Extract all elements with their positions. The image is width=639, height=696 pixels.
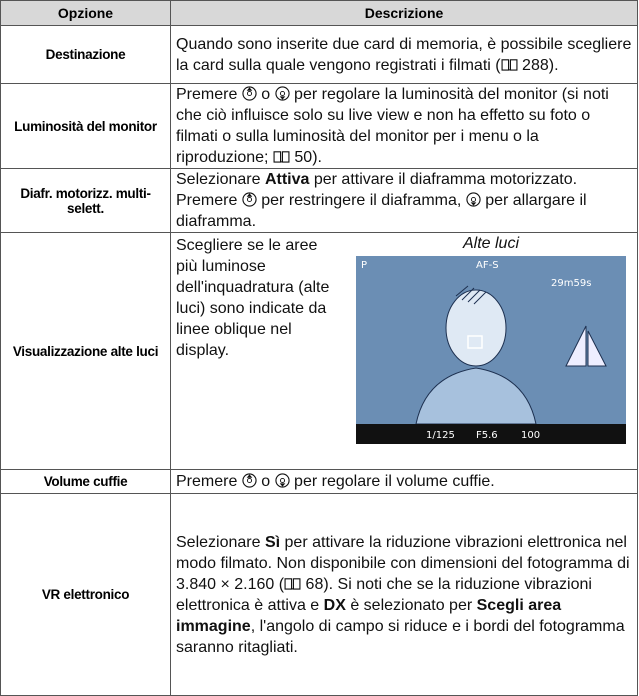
text: Premere	[176, 86, 242, 103]
text: Scegliere se le aree più luminose dell'i…	[176, 237, 330, 359]
aperture: F5.6	[476, 430, 498, 441]
bold-text: DX	[323, 596, 346, 614]
face	[445, 289, 507, 367]
option: Volume cuffie	[0, 469, 171, 494]
up-icon	[242, 473, 257, 488]
bold-text: Sì	[264, 533, 281, 551]
description: Selezionare Attiva per attivare il diafr…	[170, 168, 638, 233]
text: per allargare il diaframma.	[176, 192, 587, 230]
down-icon	[275, 86, 290, 101]
text: o	[256, 473, 275, 490]
description: Scegliere se le aree più luminose dell'i…	[170, 232, 638, 470]
option: Destinazione	[0, 25, 171, 84]
row: Destinazione Quando sono inserite due ca…	[0, 25, 638, 84]
content: Scegliere se le aree più luminose dell'i…	[176, 233, 632, 450]
header-row: Opzione Descrizione	[0, 0, 638, 26]
up-icon	[242, 86, 257, 101]
sailboat	[565, 325, 607, 367]
row: VR elettronico Selezionare Sì per attiva…	[0, 493, 638, 696]
down-icon	[275, 473, 290, 488]
text: 68). Si noti che se la riduzione vibrazi…	[176, 575, 592, 614]
text: Premere	[176, 473, 242, 490]
text: è selezionato per	[345, 596, 477, 614]
text: per regolare la luminosità del monitor (…	[176, 86, 609, 166]
text: Selezionare	[176, 171, 265, 188]
row: Volume cuffie Premere o per regolare il …	[0, 469, 638, 494]
shutter: 1/125	[426, 430, 455, 441]
text: per attivare la riduzione vibrazioni ele…	[176, 533, 630, 593]
text: per attivare il diaframma motorizzato. P…	[176, 171, 578, 209]
time-remaining: 29m59s	[551, 278, 591, 289]
book-icon	[284, 577, 301, 590]
text: o	[256, 86, 275, 103]
option: VR elettronico	[0, 493, 171, 696]
book-icon	[273, 150, 290, 163]
zebra	[455, 285, 487, 305]
description: Premere o per regolare la luminosità del…	[170, 83, 638, 169]
row: Visualizzazione alte luci Scegliere se l…	[0, 232, 638, 470]
book-icon	[501, 58, 518, 71]
focus-point	[467, 335, 483, 349]
af-mode: AF-S	[476, 260, 499, 271]
figure: Alte luci P AF-S 29m59s 1/125	[350, 233, 632, 450]
description: Quando sono inserite due card di memoria…	[170, 25, 638, 84]
text: per regolare il volume cuffie.	[289, 473, 495, 490]
header-cell: Descrizione	[170, 0, 638, 26]
body	[415, 367, 537, 425]
text: 50).	[289, 149, 322, 166]
option: Luminosità del monitor	[0, 83, 171, 169]
text: Selezionare	[176, 533, 265, 551]
bold-text: Scegli area immagine	[176, 596, 562, 635]
up-icon	[242, 192, 257, 207]
header-cell: Opzione	[0, 0, 171, 26]
row: Diafr. motorizz. multi-selett. Seleziona…	[0, 168, 638, 233]
text: Quando sono inserite due card di memoria…	[176, 35, 632, 74]
bold-text: Attiva	[264, 171, 310, 188]
iso: 100	[521, 430, 540, 441]
text: per restringere il diaframma,	[256, 192, 466, 209]
info-bar	[356, 424, 626, 444]
text: , l'angolo di campo si riduce e i bordi …	[176, 617, 625, 656]
caption: Alte luci	[462, 235, 520, 252]
mode: P	[361, 260, 367, 271]
option: Diafr. motorizz. multi-selett.	[0, 168, 171, 233]
option: Visualizzazione alte luci	[0, 232, 171, 470]
row: Luminosità del monitor Premere o per reg…	[0, 83, 638, 169]
description: Selezionare Sì per attivare la riduzione…	[170, 493, 638, 696]
description: Premere o per regolare il volume cuffie.	[170, 469, 638, 494]
screen-image: P AF-S 29m59s 1/125 F5.6 100	[356, 256, 626, 444]
down-icon	[466, 192, 481, 207]
text: 288).	[517, 56, 559, 74]
